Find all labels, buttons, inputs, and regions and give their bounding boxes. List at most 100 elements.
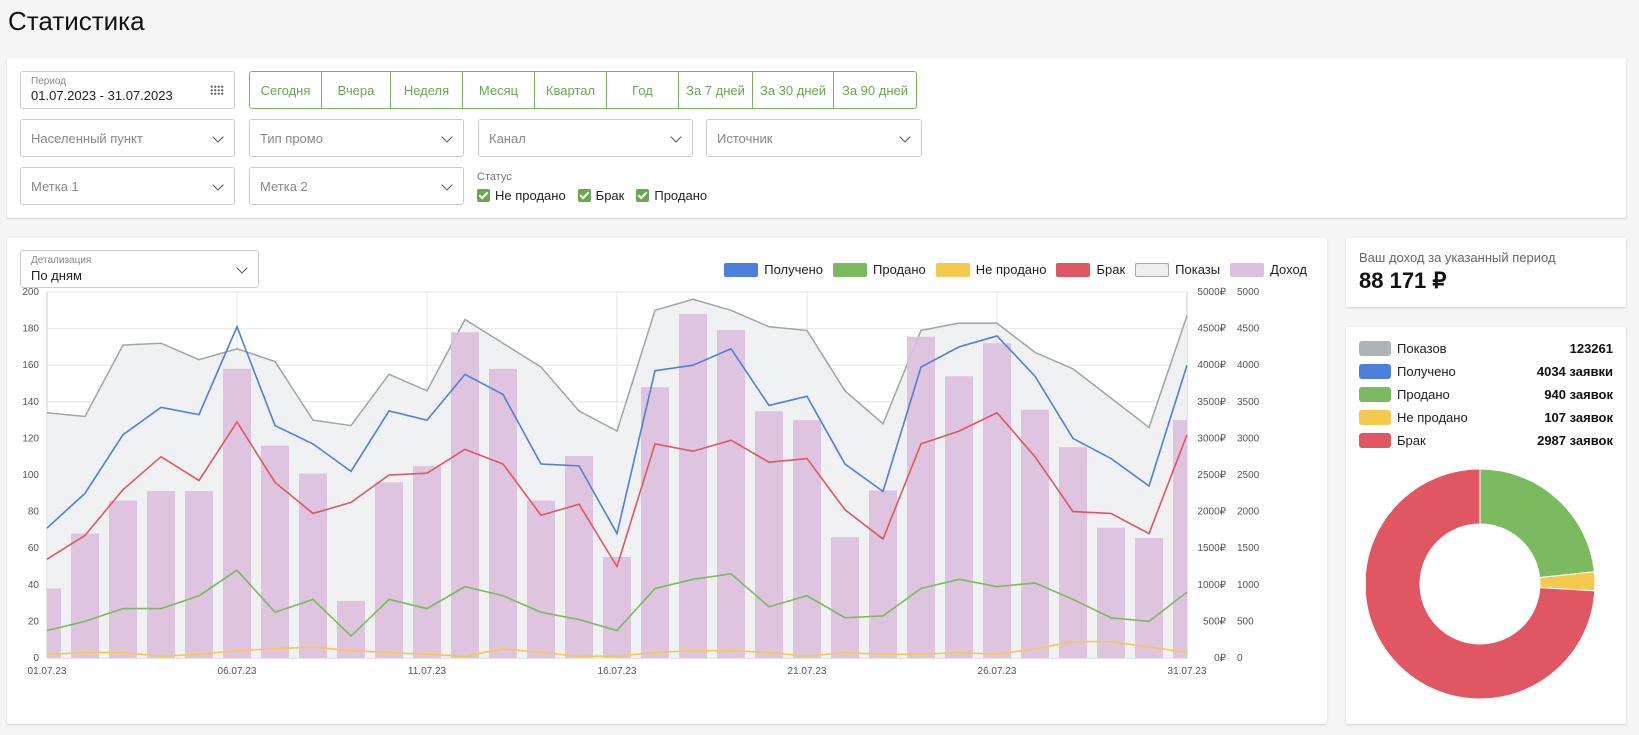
y-left-tick-label: 80 bbox=[28, 507, 40, 518]
income-bar bbox=[527, 500, 555, 658]
range-month-button[interactable]: Месяц bbox=[463, 72, 535, 108]
range-year-button[interactable]: Год bbox=[607, 72, 679, 108]
status-not-sold-checkbox[interactable]: Не продано bbox=[477, 188, 566, 203]
donut-slice[interactable] bbox=[1366, 468, 1596, 700]
y-right-tick-label: 3500 bbox=[1237, 397, 1260, 408]
chevron-down-icon bbox=[212, 179, 224, 191]
status-donut-chart bbox=[1366, 468, 1596, 700]
city-select-placeholder: Населенный пункт bbox=[31, 131, 143, 146]
series-line-impressions bbox=[46, 298, 1188, 433]
legend-label: Получено bbox=[764, 262, 824, 277]
tag2-select[interactable]: Метка 2 bbox=[249, 167, 464, 205]
summary-swatch bbox=[1359, 340, 1391, 356]
income-bar bbox=[1021, 409, 1049, 658]
y-right-currency-tick-label: 5000₽ bbox=[1197, 287, 1226, 298]
range-yesterday-button[interactable]: Вчера bbox=[322, 72, 391, 108]
x-tick-label: 11.07.23 bbox=[408, 666, 447, 677]
summary-swatch bbox=[1359, 386, 1391, 402]
y-right-tick-label: 3000 bbox=[1237, 433, 1260, 444]
income-bar bbox=[109, 500, 137, 658]
x-tick-label: 16.07.23 bbox=[598, 666, 637, 677]
checkbox-checked-icon[interactable] bbox=[636, 189, 650, 202]
summary-row-received: Получено 4034 заявки bbox=[1359, 362, 1613, 380]
range-quarter-button[interactable]: Квартал bbox=[535, 72, 607, 108]
legend-label: Продано bbox=[873, 262, 926, 277]
y-left-tick-label: 40 bbox=[28, 580, 40, 591]
x-tick-label: 26.07.23 bbox=[978, 666, 1017, 677]
summary-row-sold: Продано 940 заявок bbox=[1359, 385, 1613, 403]
chevron-down-icon bbox=[670, 131, 682, 143]
x-tick-label: 06.07.23 bbox=[218, 666, 257, 677]
detail-select[interactable]: Детализация По дням bbox=[20, 250, 259, 288]
legend-item-impressions[interactable]: Показы bbox=[1135, 262, 1220, 277]
period-value[interactable]: 01.07.2023 - 31.07.2023 bbox=[31, 88, 173, 103]
income-bar bbox=[755, 411, 783, 658]
range-30-days-button[interactable]: За 30 дней bbox=[753, 72, 834, 108]
x-tick-label: 01.07.23 bbox=[28, 666, 67, 677]
y-right-currency-tick-label: 3500₽ bbox=[1197, 397, 1226, 408]
summary-label: Брак bbox=[1397, 432, 1426, 448]
y-right-currency-tick-label: 500₽ bbox=[1203, 616, 1227, 627]
period-picker[interactable]: Период 01.07.2023 - 31.07.2023 bbox=[20, 71, 235, 109]
source-placeholder: Источник bbox=[717, 131, 773, 146]
calendar-icon[interactable] bbox=[210, 85, 224, 96]
range-7-days-button[interactable]: За 7 дней bbox=[679, 72, 753, 108]
income-bar bbox=[261, 445, 289, 658]
y-left-tick-label: 140 bbox=[22, 397, 39, 408]
income-bar bbox=[717, 330, 745, 658]
chart-legend: Получено Продано Не продано Брак Показы … bbox=[724, 262, 1307, 277]
range-90-days-button[interactable]: За 90 дней bbox=[834, 72, 916, 108]
x-tick-label: 21.07.23 bbox=[788, 666, 827, 677]
income-bar bbox=[71, 533, 99, 658]
promo-type-placeholder: Тип промо bbox=[260, 131, 323, 146]
y-right-tick-label: 2000 bbox=[1237, 507, 1260, 518]
summary-value: 2987 заявок bbox=[1537, 432, 1613, 448]
tag1-placeholder: Метка 1 bbox=[31, 179, 79, 194]
page-title: Статистика bbox=[8, 6, 145, 36]
status-defect-checkbox[interactable]: Брак bbox=[577, 188, 624, 203]
promo-type-select[interactable]: Тип промо bbox=[249, 119, 464, 157]
y-right-currency-tick-label: 4000₽ bbox=[1197, 360, 1226, 371]
income-bar bbox=[489, 368, 517, 658]
summary-swatch bbox=[1359, 363, 1391, 379]
checkbox-checked-icon[interactable] bbox=[477, 189, 490, 202]
income-bar bbox=[679, 313, 707, 658]
series-line-not-sold bbox=[46, 640, 1188, 657]
checkbox-checked-icon[interactable] bbox=[577, 189, 591, 202]
legend-item-defect[interactable]: Брак bbox=[1056, 262, 1125, 277]
legend-item-sold[interactable]: Продано bbox=[833, 262, 926, 277]
legend-item-not-sold[interactable]: Не продано bbox=[935, 262, 1046, 277]
y-left-tick-label: 60 bbox=[28, 543, 40, 554]
legend-item-received[interactable]: Получено bbox=[724, 262, 823, 277]
tag1-select[interactable]: Метка 1 bbox=[20, 167, 235, 205]
income-bar bbox=[793, 420, 821, 658]
legend-item-income[interactable]: Доход bbox=[1230, 262, 1307, 277]
range-week-button[interactable]: Неделя bbox=[391, 72, 463, 108]
legend-swatch bbox=[724, 262, 759, 277]
donut-slice[interactable] bbox=[1479, 468, 1595, 579]
legend-swatch bbox=[1230, 262, 1265, 277]
summary-row-defect: Брак 2987 заявок bbox=[1359, 431, 1613, 449]
summary-swatch bbox=[1359, 432, 1391, 448]
summary-row-impressions: Показов 123261 bbox=[1359, 339, 1613, 357]
y-right-currency-tick-label: 1500₽ bbox=[1197, 543, 1226, 554]
status-sold-checkbox[interactable]: Продано bbox=[636, 188, 707, 203]
summary-value: 940 заявок bbox=[1544, 386, 1613, 402]
summary-label: Показов bbox=[1397, 340, 1447, 356]
y-right-currency-tick-label: 2500₽ bbox=[1197, 470, 1226, 481]
y-left-tick-label: 180 bbox=[22, 324, 39, 335]
status-checkboxes: Не продано Брак Продано bbox=[477, 188, 707, 203]
income-bar bbox=[1135, 537, 1163, 658]
y-right-tick-label: 1500 bbox=[1237, 543, 1260, 554]
income-bar bbox=[869, 490, 897, 658]
city-select[interactable]: Населенный пункт bbox=[20, 119, 235, 157]
range-today-button[interactable]: Сегодня bbox=[250, 72, 322, 108]
filters-panel: Период 01.07.2023 - 31.07.2023 Сегодня В… bbox=[7, 58, 1626, 218]
y-right-tick-label: 1000 bbox=[1237, 580, 1260, 591]
income-bar bbox=[337, 600, 365, 658]
y-right-tick-label: 0 bbox=[1237, 653, 1243, 664]
income-bar bbox=[1097, 527, 1125, 658]
series-line-defect bbox=[46, 411, 1188, 569]
channel-select[interactable]: Канал bbox=[478, 119, 693, 157]
source-select[interactable]: Источник bbox=[706, 119, 922, 157]
